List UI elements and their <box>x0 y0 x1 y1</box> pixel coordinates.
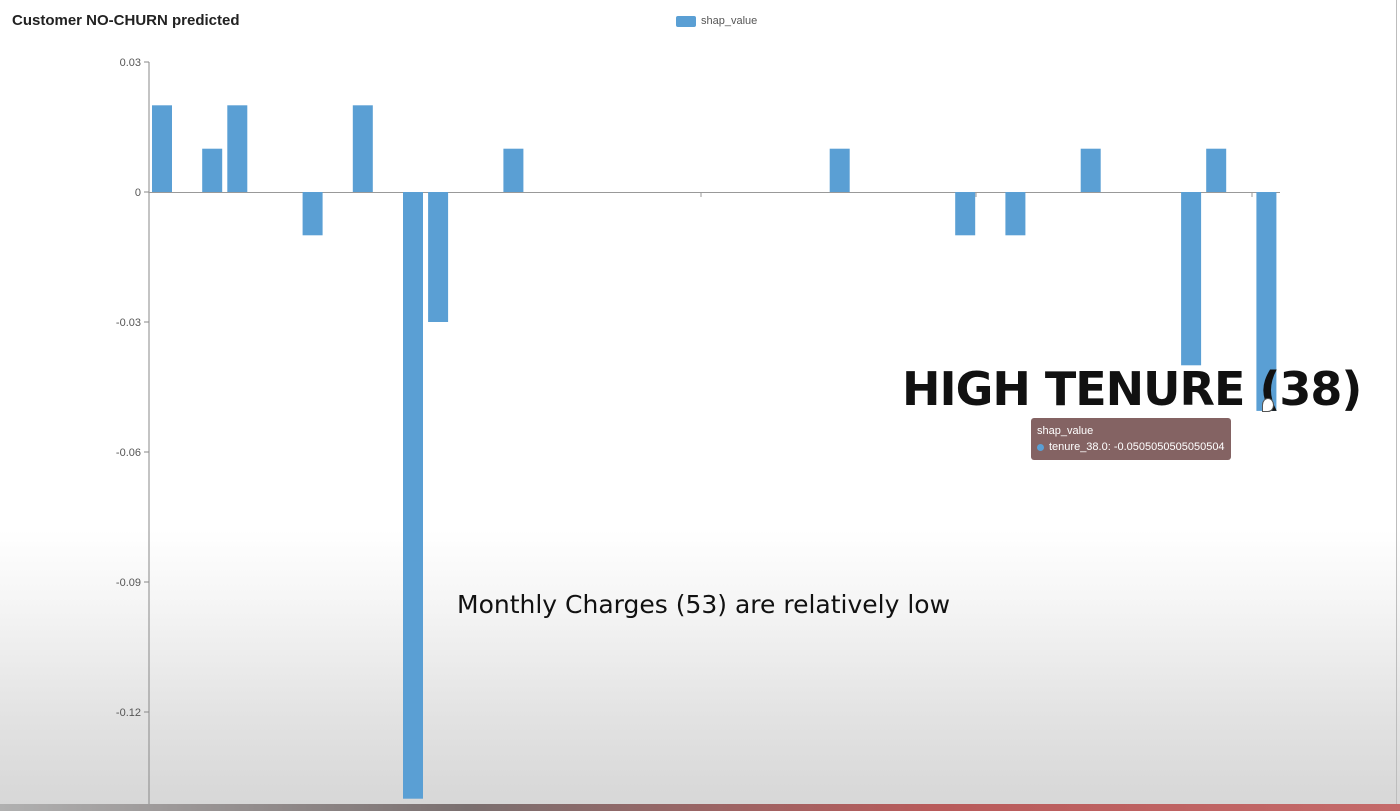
y-tick-label: 0 <box>135 187 141 199</box>
bar[interactable] <box>829 148 850 192</box>
frame-border <box>1396 0 1397 811</box>
bar[interactable] <box>955 192 976 236</box>
legend-label: shap_value <box>701 15 758 27</box>
legend-swatch <box>676 15 696 27</box>
bar[interactable] <box>1005 192 1026 236</box>
y-tick-label: -0.09 <box>116 577 141 589</box>
tooltip-series: shap_value <box>1037 425 1094 437</box>
bar[interactable] <box>202 148 223 192</box>
chart-title: Customer NO-CHURN predicted <box>12 12 240 29</box>
annotation-monthly-charges: Monthly Charges (53) are relatively low <box>457 590 951 619</box>
y-tick-label: 0.03 <box>120 57 141 69</box>
bar[interactable] <box>1181 192 1202 366</box>
bar[interactable] <box>227 105 248 192</box>
bar[interactable] <box>1256 192 1277 411</box>
legend[interactable]: shap_value <box>676 15 757 27</box>
mouse-cursor-icon <box>1262 398 1274 412</box>
tooltip-series-dot <box>1037 443 1044 451</box>
y-tick-label: -0.06 <box>116 447 141 459</box>
y-tick-label: -0.12 <box>116 707 141 719</box>
y-tick-label: -0.03 <box>116 317 141 329</box>
bar[interactable] <box>352 105 373 192</box>
tooltip: shap_value tenure_38.0: -0.0505050505050… <box>1031 418 1231 460</box>
tooltip-entry: tenure_38.0: -0.0505050505050504 <box>1049 441 1225 453</box>
bottom-strip <box>0 804 1400 811</box>
bar[interactable] <box>403 192 423 799</box>
bar[interactable] <box>1080 148 1101 192</box>
bar[interactable] <box>428 192 449 322</box>
bar[interactable] <box>302 192 323 236</box>
bar[interactable] <box>1206 148 1227 192</box>
annotation-high-tenure: HIGH TENURE (38) <box>902 362 1362 416</box>
bar[interactable] <box>503 148 524 192</box>
bar[interactable] <box>152 105 172 192</box>
